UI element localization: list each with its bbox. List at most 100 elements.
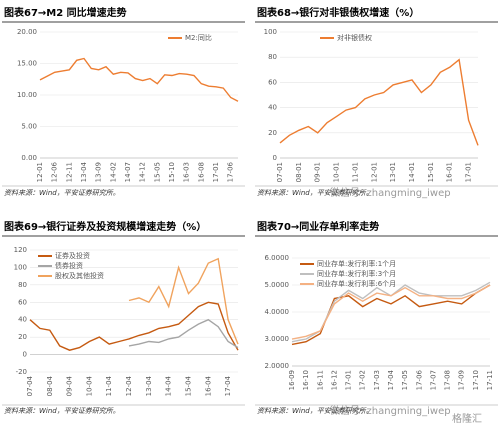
x-tick-label: 17-09 [458,370,466,390]
legend-label: 对非银债权 [337,33,372,42]
x-tick-label: 17-06 [415,369,423,390]
y-tick-label: 5.0000 [265,281,290,289]
legend-label: 同业存单:发行利率:3个月 [317,269,396,278]
x-tick-label: 07-04 [26,375,34,396]
x-tick-label: 17-04 [387,369,395,390]
x-tick-label: 09-01 [314,162,322,182]
x-tick-label: 16-03 [183,162,191,182]
series-line [279,58,479,146]
y-tick-label: 0 [23,351,27,359]
y-tick-label: 120 [14,246,27,254]
figure-title: 图表67→M2 同比增速走势 [4,6,127,19]
x-tick-label: 13-09 [95,162,103,182]
x-tick-label: 13-04 [145,375,153,396]
x-tick-label: 16-12 [330,370,338,390]
y-tick-label: 3.0000 [265,335,290,343]
x-tick-label: 07-01 [276,162,284,182]
x-tick-label: 12-11 [65,162,73,182]
y-tick-label: 20 [268,129,277,137]
x-tick-label: 11-04 [105,375,113,396]
figure-source: 资料来源：Wind，平安证券研究所。 [257,407,373,415]
series-line [291,284,491,340]
y-tick-label: 4.0000 [265,308,290,316]
legend-label: M2:同比 [185,33,212,42]
y-tick-label: 100 [264,28,277,36]
watermark: 微信号: zhangming_iwep [330,404,451,417]
y-tick-label: 2.0000 [265,362,290,370]
x-tick-label: 08-04 [46,375,54,396]
x-tick-label: 12-01 [370,162,378,182]
x-tick-label: 17-11 [486,370,494,390]
x-tick-label: 17-03 [373,370,381,390]
watermark: 微信号: zhangming_iwep [330,186,451,199]
y-tick-label: 10.00 [17,91,37,99]
figure-title: 图表70→同业存单利率走势 [257,220,379,233]
figure-title: 图表69→银行证券及投资规模增速走势（%） [4,220,206,233]
y-tick-label: 60 [18,298,27,306]
legend-label: 同业存单:发行利率:1个月 [317,259,396,268]
x-tick-label: 17-07 [429,370,437,390]
x-tick-label: 17-08 [444,370,452,390]
y-tick-label: 20.00 [17,28,37,36]
x-tick-label: 16-08 [197,162,205,182]
x-tick-label: 16-09 [288,370,296,390]
x-tick-label: 17-01 [345,370,353,390]
x-tick-label: 16-11 [316,370,324,390]
x-tick-label: 08-01 [295,162,303,182]
x-tick-label: 17-10 [472,370,480,390]
x-tick-label: 17-02 [359,370,367,390]
x-tick-label: 17-01 [212,162,220,182]
x-tick-label: 14-07 [124,162,132,182]
x-tick-label: 12-04 [125,375,133,396]
x-tick-label: 16-10 [302,370,310,390]
figure-source: 资料来源：Wind，平安证券研究所。 [257,189,373,197]
x-tick-label: 17-05 [401,370,409,390]
legend-label: 债券投资 [55,261,83,270]
y-tick-label: 40 [18,316,27,324]
x-tick-label: 16-01 [446,162,454,182]
x-tick-label: 14-01 [408,162,416,182]
figure-source: 资料来源：Wind，平安证券研究所。 [4,189,120,197]
y-tick-label: 80 [18,281,27,289]
legend-label: 同业存单:发行利率:6个月 [317,279,396,288]
x-tick-label: 17-06 [227,161,235,182]
y-tick-label: 0 [273,154,277,162]
y-tick-label: 5.00 [21,123,37,131]
series-line [128,257,239,345]
y-tick-label: 60 [268,78,277,86]
x-tick-label: 12-06 [51,161,59,182]
x-tick-label: 14-12 [139,162,147,182]
x-tick-label: 17-04 [224,375,232,396]
x-tick-label: 10-04 [85,375,93,396]
y-tick-label: 0.00 [21,154,37,162]
x-tick-label: 12-01 [36,162,44,182]
y-tick-label: 6.0000 [265,254,290,262]
series-line [291,284,491,346]
x-tick-label: 13-04 [80,161,88,182]
y-tick-label: 100 [14,263,27,271]
x-tick-label: 15-10 [168,162,176,182]
x-tick-label: 17-01 [465,162,473,182]
series-line [29,301,239,351]
x-tick-label: 11-01 [351,162,359,182]
legend-label: 股权及其他投资 [55,271,104,280]
y-tick-label: -20 [16,368,27,376]
figure-title: 图表68→银行对非银债权增速（%） [257,6,419,19]
watermark: 格隆汇 [452,412,482,425]
x-tick-label: 14-04 [165,375,173,396]
legend-label: 证券及投资 [55,251,90,260]
x-tick-label: 16-04 [204,375,212,396]
x-tick-label: 14-02 [109,162,117,182]
x-tick-label: 09-04 [66,375,74,396]
series-line [39,57,239,102]
y-tick-label: 20 [18,333,27,341]
x-tick-label: 13-01 [389,162,397,182]
y-tick-label: 15.00 [17,60,37,68]
figure-source: 资料来源：Wind，平安证券研究所。 [4,407,120,415]
series-line [128,318,239,349]
x-tick-label: 15-04 [184,375,192,396]
x-tick-label: 15-05 [153,162,161,182]
x-tick-label: 15-01 [427,162,435,182]
x-tick-label: 10-01 [333,162,341,182]
